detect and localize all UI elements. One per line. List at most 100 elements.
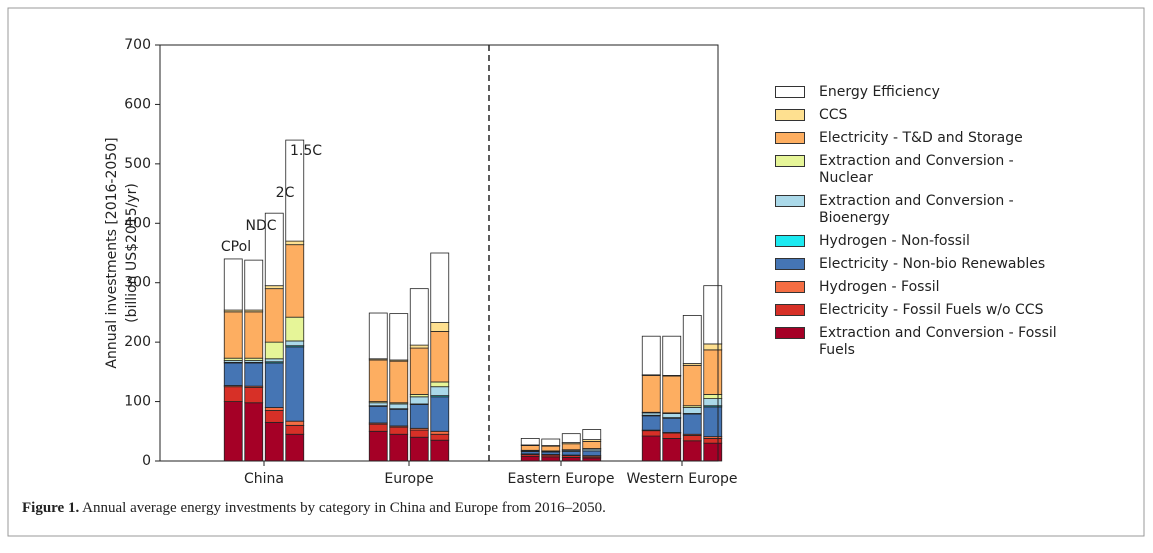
bar-segment [244,259,264,311]
bar-segment [703,285,723,345]
bar-segment [520,438,540,446]
bar-segment [389,360,409,404]
bar-segment [641,430,661,437]
bar-segment [561,433,581,443]
bar-segment [389,403,409,410]
legend-label: Energy Efficiency [819,84,940,100]
bar-segment [520,455,540,462]
bar-segment [285,316,305,342]
legend-item: Electricity - Non-bio Renewables [775,256,1075,273]
scenario-label: NDC [245,218,276,234]
legend-label: Electricity - Fossil Fuels w/o CCS [819,302,1044,318]
bar-segment [641,415,661,431]
y-axis-label: (billion US$2015/yr) [124,183,140,323]
legend-swatch [775,304,805,316]
bar-segment [641,375,661,413]
bar-segment [582,450,602,457]
y-tick-label: 300 [124,275,151,291]
bar-segment [703,406,723,438]
bar-segment [430,322,450,332]
bar-segment [703,442,723,462]
bar-segment [285,244,305,318]
bar-segment [223,258,243,311]
bar-segment [430,396,450,432]
legend-item: Electricity - T&D and Storage [775,130,1075,147]
bar-segment [285,240,305,246]
bar-segment [703,394,723,400]
legend-label: Extraction and Conversion - Fossil Fuels [819,325,1057,358]
bar-segment [264,407,284,411]
bar-segment [264,421,284,462]
bar-segment [682,314,702,364]
x-tick-label: Eastern Europe [508,471,615,487]
bar-segment [368,402,388,407]
bar-segment [541,445,561,452]
bar-segment [662,432,682,439]
bar-segment [662,375,682,414]
legend-swatch [775,235,805,247]
legend: Energy Efficiency CCS Electricity - T&D an… [775,84,1075,365]
bar-segment [223,401,243,462]
bar-segment [682,440,702,462]
bar-segment [561,443,581,451]
bar-segment [703,349,723,395]
legend-item: Extraction and Conversion - Fossil Fuels [775,325,1075,359]
bar-segment [430,433,450,441]
bar-segment [430,331,450,383]
bar-segment [285,424,305,435]
x-tick-label: China [244,471,284,487]
bar-segment [285,346,305,422]
legend-item: Extraction and Conversion - Nuclear [775,153,1075,187]
legend-label: Hydrogen - Non-fossil [819,233,970,249]
bar-segment [561,457,581,462]
legend-label: Electricity - T&D and Storage [819,130,1023,146]
legend-swatch [775,86,805,98]
bar-segment [409,396,429,405]
legend-label: Extraction and Conversion - Bioenergy [819,193,1014,226]
bar-segment [264,212,284,287]
bar-segment [703,398,723,407]
caption-text: Annual average energy investments by cat… [82,500,606,516]
x-tick-label: Western Europe [626,471,737,487]
y-tick-label: 700 [124,37,151,53]
y-tick-label: 600 [124,96,151,112]
bar-segment [285,340,305,347]
bar-segment [430,386,450,397]
legend-item: Hydrogen - Fossil [775,279,1075,296]
bar-segment [285,420,305,426]
bar-segment [264,410,284,423]
legend-label: CCS [819,107,848,123]
bar-segment [389,433,409,462]
bar-segment [682,435,702,442]
bar-segment [223,311,243,359]
legend-swatch [775,109,805,121]
bar-segment [520,445,540,451]
bar-segment [368,430,388,462]
bar-segment [264,285,284,290]
x-tick-label: Europe [384,471,433,487]
legend-item: Hydrogen - Non-fossil [775,233,1075,250]
bar-segment [430,381,450,388]
bar-segment [641,335,661,376]
bar-segment [662,417,682,433]
bar-segment [582,429,602,441]
bar-segment [541,438,561,446]
bar-segment [409,347,429,395]
y-axis-label: Annual investments [2016-2050] [104,137,120,368]
bar-segment [264,362,284,408]
bar-segment [703,343,723,351]
y-tick-label: 0 [142,453,151,469]
bar-segment [264,288,284,343]
scenario-label: 1.5C [290,143,322,159]
legend-swatch [775,195,805,207]
caption-label: Figure 1. [22,500,80,516]
legend-label: Extraction and Conversion - Nuclear [819,153,1014,186]
figure-frame [7,7,1145,537]
bar-segment [389,313,409,361]
bar-segment [561,451,581,456]
legend-item: Extraction and Conversion - Bioenergy [775,193,1075,227]
scenario-label: CPol [221,239,251,255]
bar-segment [368,405,388,424]
bar-segment [409,344,429,349]
bar-segment [409,404,429,429]
